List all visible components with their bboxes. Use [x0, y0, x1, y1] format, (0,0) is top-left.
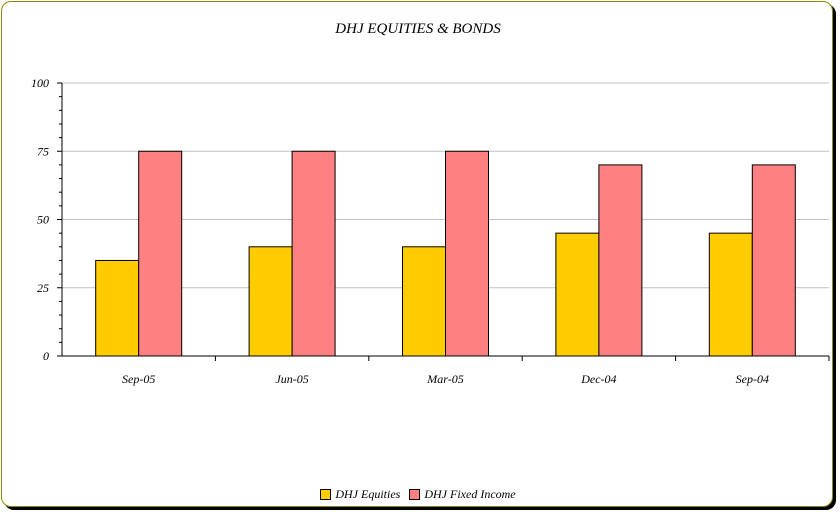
legend-label-fixed-income: DHJ Fixed Income: [424, 487, 516, 501]
chart-legend: DHJ Equities DHJ Fixed Income: [0, 487, 836, 504]
legend-swatch-fixed-income: [409, 489, 421, 500]
y-tick-label: 100: [31, 76, 49, 90]
x-tick-label: Dec-04: [580, 372, 616, 386]
legend-swatch-equities: [320, 489, 332, 500]
bar-dhj-equities-dec-04: [555, 232, 600, 357]
legend-label-equities: DHJ Equities: [335, 487, 401, 501]
x-tick-label: Jun-05: [275, 372, 308, 386]
y-tick-label: 0: [43, 349, 49, 363]
bar-dhj-fixed-income-jun-05: [291, 150, 336, 357]
bar-dhj-fixed-income-dec-04: [598, 164, 643, 357]
x-tick-label: Sep-04: [736, 372, 769, 386]
bar-dhj-equities-mar-05: [402, 246, 446, 357]
bar-dhj-fixed-income-sep-04: [751, 164, 796, 357]
y-tick-label: 50: [37, 213, 49, 227]
bar-dhj-fixed-income-sep-05: [138, 150, 183, 357]
bar-dhj-equities-sep-04: [708, 232, 753, 357]
y-tick-label: 25: [37, 281, 49, 295]
legend-item-fixed-income: DHJ Fixed Income: [409, 487, 516, 502]
bar-dhj-equities-sep-05: [95, 259, 140, 357]
x-tick-label: Mar-05: [426, 372, 463, 386]
bar-dhj-fixed-income-mar-05: [445, 150, 489, 357]
chart-title: DHJ EQUITIES & BONDS: [335, 21, 501, 37]
legend-item-equities: DHJ Equities: [320, 487, 400, 502]
y-tick-label: 75: [37, 144, 49, 158]
x-tick-label: Sep-05: [122, 372, 155, 386]
bar-dhj-equities-jun-05: [248, 246, 293, 357]
